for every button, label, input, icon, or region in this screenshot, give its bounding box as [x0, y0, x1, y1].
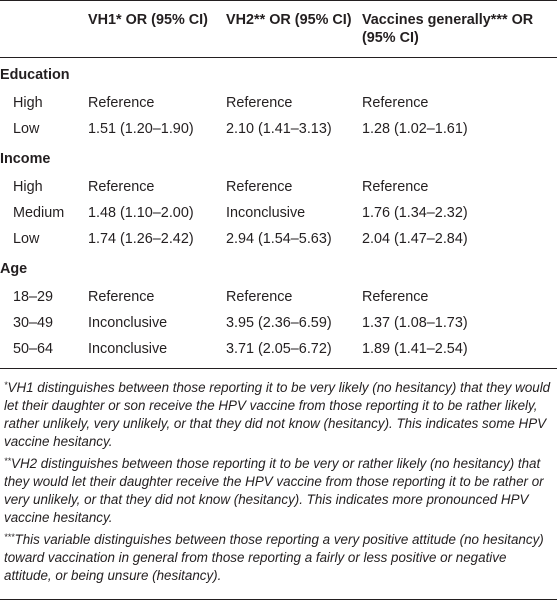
table-row: High Reference Reference Reference — [0, 90, 557, 116]
group-label: Education — [0, 67, 70, 83]
table-row: 18–29 Reference Reference Reference — [0, 284, 557, 310]
vaccines-generally-cell: 1.37 (1.08–1.73) — [362, 315, 468, 331]
vh2-cell: Reference — [226, 95, 293, 111]
group-row-income: Income — [0, 142, 557, 174]
footnote-text: This variable distinguishes between thos… — [4, 532, 544, 583]
header-cell-vaccines-generally: Vaccines generally*** OR (95% CI) — [362, 0, 557, 58]
vaccines-generally-cell: 1.89 (1.41–2.54) — [362, 341, 468, 357]
vh1-cell: Reference — [88, 289, 155, 305]
table-row: High Reference Reference Reference — [0, 174, 557, 200]
footnote-mark: ** — [4, 456, 12, 466]
row-label: High — [13, 95, 43, 111]
vaccines-generally-cell: 1.28 (1.02–1.61) — [362, 121, 468, 137]
vh1-cell: Inconclusive — [88, 341, 168, 357]
footnote-text: VH2 distinguishes between those reportin… — [4, 456, 544, 525]
footnote-mark: * — [4, 380, 8, 390]
group-label: Income — [0, 151, 51, 167]
footnote-vh1: *VH1 distinguishes between those reporti… — [4, 379, 553, 451]
table-row: Low 1.51 (1.20–1.90) 2.10 (1.41–3.13) 1.28 … — [0, 116, 557, 142]
group-row-age: Age — [0, 252, 557, 284]
vh1-cell: Inconclusive — [88, 315, 168, 331]
vh2-cell: 3.95 (2.36–6.59) — [226, 315, 332, 331]
table-bottom-rule — [0, 362, 557, 369]
header-cell-vh2: VH2** OR (95% CI) — [226, 0, 362, 58]
vaccines-generally-cell: Reference — [362, 289, 429, 305]
vaccines-generally-cell: Reference — [362, 179, 429, 195]
vh1-cell: 1.48 (1.10–2.00) — [88, 205, 194, 221]
vh2-cell: Reference — [226, 179, 293, 195]
footnote-vaccines-generally: ***This variable distinguishes between t… — [4, 531, 553, 585]
table-body: Education High Reference Reference Reference… — [0, 58, 557, 369]
footnote-vh2: **VH2 distinguishes between those report… — [4, 455, 553, 527]
bottom-rule — [0, 599, 557, 600]
footnote-text: VH1 distinguishes between those reportin… — [4, 380, 551, 449]
table-row: Low 1.74 (1.26–2.42) 2.94 (1.54–5.63) 2.04 … — [0, 226, 557, 252]
vaccines-generally-cell: Reference — [362, 95, 429, 111]
table-end-spacer — [0, 362, 557, 369]
group-label: Age — [0, 261, 28, 277]
row-label: Medium — [13, 205, 65, 221]
footnotes: *VH1 distinguishes between those reporti… — [4, 379, 553, 589]
header-row: VH1* OR (95% CI) VH2** OR (95% CI) Vacci… — [0, 0, 557, 58]
table-row: 30–49 Inconclusive 3.95 (2.36–6.59) 1.37 (1… — [0, 310, 557, 336]
vh2-cell: 2.94 (1.54–5.63) — [226, 231, 332, 247]
row-label: Low — [13, 121, 40, 137]
group-row-education: Education — [0, 58, 557, 91]
vh2-cell: Inconclusive — [226, 205, 306, 221]
row-label: High — [13, 179, 43, 195]
vh1-cell: 1.74 (1.26–2.42) — [88, 231, 194, 247]
vh1-cell: Reference — [88, 179, 155, 195]
row-label: 50–64 — [13, 341, 54, 357]
footnote-mark: *** — [4, 532, 15, 542]
vaccines-generally-cell: 2.04 (1.47–2.84) — [362, 231, 468, 247]
row-label: Low — [13, 231, 40, 247]
table-row: Medium 1.48 (1.10–2.00) Inconclusive 1.76 (… — [0, 200, 557, 226]
row-label: 18–29 — [13, 289, 54, 305]
vh2-cell: 2.10 (1.41–3.13) — [226, 121, 332, 137]
header-cell-blank — [0, 0, 88, 58]
row-label: 30–49 — [13, 315, 54, 331]
header-cell-vh1: VH1* OR (95% CI) — [88, 0, 226, 58]
vaccines-generally-cell: 1.76 (1.34–2.32) — [362, 205, 468, 221]
vh1-cell: 1.51 (1.20–1.90) — [88, 121, 194, 137]
vh2-cell: 3.71 (2.05–6.72) — [226, 341, 332, 357]
table-row: 50–64 Inconclusive 3.71 (2.05–6.72) 1.89 (1… — [0, 336, 557, 362]
odds-ratio-table: VH1* OR (95% CI) VH2** OR (95% CI) Vacci… — [0, 0, 557, 369]
vh1-cell: Reference — [88, 95, 155, 111]
vh2-cell: Reference — [226, 289, 293, 305]
